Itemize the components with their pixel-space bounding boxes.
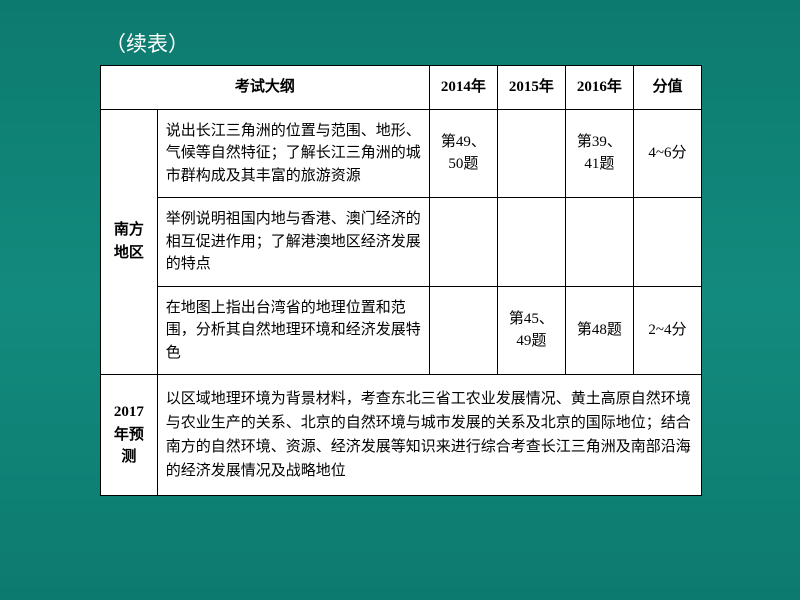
header-syllabus: 考试大纲 xyxy=(101,66,430,110)
forecast-row: 2017年预测 以区域地理环境为背景材料，考查东北三省工农业发展情况、黄土高原自… xyxy=(101,375,702,496)
header-2014: 2014年 xyxy=(429,66,497,110)
score-cell xyxy=(633,198,701,287)
continue-label: （续表） xyxy=(105,28,189,58)
year-cell: 第48题 xyxy=(565,286,633,375)
table-row: 在地图上指出台湾省的地理位置和范围，分析其自然地理环境和经济发展特色 第45、4… xyxy=(101,286,702,375)
year-cell xyxy=(565,198,633,287)
desc-cell: 举例说明祖国内地与香港、澳门经济的相互促进作用；了解港澳地区经济发展的特点 xyxy=(157,198,429,287)
exam-table-container: 考试大纲 2014年 2015年 2016年 分值 南方地区 说出长江三角洲的位… xyxy=(100,65,702,496)
year-cell: 第45、49题 xyxy=(497,286,565,375)
header-2016: 2016年 xyxy=(565,66,633,110)
table-header-row: 考试大纲 2014年 2015年 2016年 分值 xyxy=(101,66,702,110)
forecast-desc: 以区域地理环境为背景材料，考查东北三省工农业发展情况、黄土高原自然环境与农业生产… xyxy=(157,375,701,496)
desc-cell: 在地图上指出台湾省的地理位置和范围，分析其自然地理环境和经济发展特色 xyxy=(157,286,429,375)
score-cell: 2~4分 xyxy=(633,286,701,375)
year-cell xyxy=(497,109,565,198)
table-row: 举例说明祖国内地与香港、澳门经济的相互促进作用；了解港澳地区经济发展的特点 xyxy=(101,198,702,287)
year-cell xyxy=(429,198,497,287)
forecast-label: 2017年预测 xyxy=(101,375,158,496)
year-cell: 第49、50题 xyxy=(429,109,497,198)
table-row: 南方地区 说出长江三角洲的位置与范围、地形、气候等自然特征；了解长江三角洲的城市… xyxy=(101,109,702,198)
exam-syllabus-table: 考试大纲 2014年 2015年 2016年 分值 南方地区 说出长江三角洲的位… xyxy=(100,65,702,496)
region-cell: 南方地区 xyxy=(101,109,158,375)
year-cell xyxy=(429,286,497,375)
year-cell: 第39、41题 xyxy=(565,109,633,198)
score-cell: 4~6分 xyxy=(633,109,701,198)
header-2015: 2015年 xyxy=(497,66,565,110)
header-score: 分值 xyxy=(633,66,701,110)
desc-cell: 说出长江三角洲的位置与范围、地形、气候等自然特征；了解长江三角洲的城市群构成及其… xyxy=(157,109,429,198)
year-cell xyxy=(497,198,565,287)
